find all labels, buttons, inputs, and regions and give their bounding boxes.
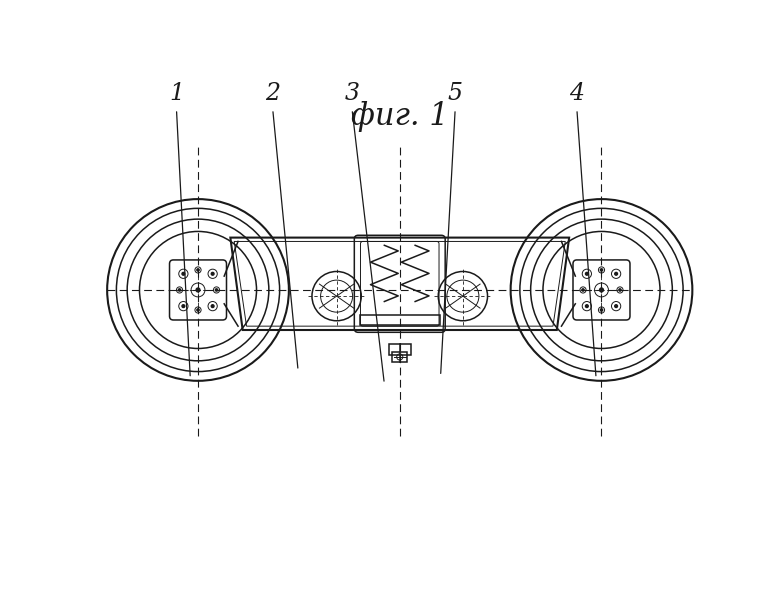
Text: 3: 3 bbox=[345, 82, 360, 105]
Bar bbox=[360, 315, 440, 324]
Circle shape bbox=[615, 273, 618, 275]
Circle shape bbox=[182, 273, 185, 275]
Circle shape bbox=[179, 289, 181, 291]
Circle shape bbox=[601, 268, 603, 271]
Circle shape bbox=[582, 289, 584, 291]
Circle shape bbox=[586, 305, 588, 308]
Circle shape bbox=[211, 305, 214, 308]
Circle shape bbox=[586, 273, 588, 275]
Bar bbox=[392, 352, 407, 362]
Circle shape bbox=[601, 309, 603, 311]
Circle shape bbox=[197, 309, 199, 311]
Circle shape bbox=[600, 288, 604, 292]
Circle shape bbox=[182, 305, 185, 308]
Circle shape bbox=[211, 273, 214, 275]
Circle shape bbox=[619, 289, 621, 291]
Circle shape bbox=[615, 305, 618, 308]
Text: фиг. 1: фиг. 1 bbox=[351, 101, 448, 132]
Bar bbox=[389, 344, 410, 355]
Circle shape bbox=[196, 288, 200, 292]
Circle shape bbox=[215, 289, 218, 291]
Circle shape bbox=[197, 268, 199, 271]
Text: 1: 1 bbox=[169, 82, 184, 105]
Text: 5: 5 bbox=[448, 82, 463, 105]
Text: 2: 2 bbox=[265, 82, 280, 105]
Text: 4: 4 bbox=[569, 82, 584, 105]
